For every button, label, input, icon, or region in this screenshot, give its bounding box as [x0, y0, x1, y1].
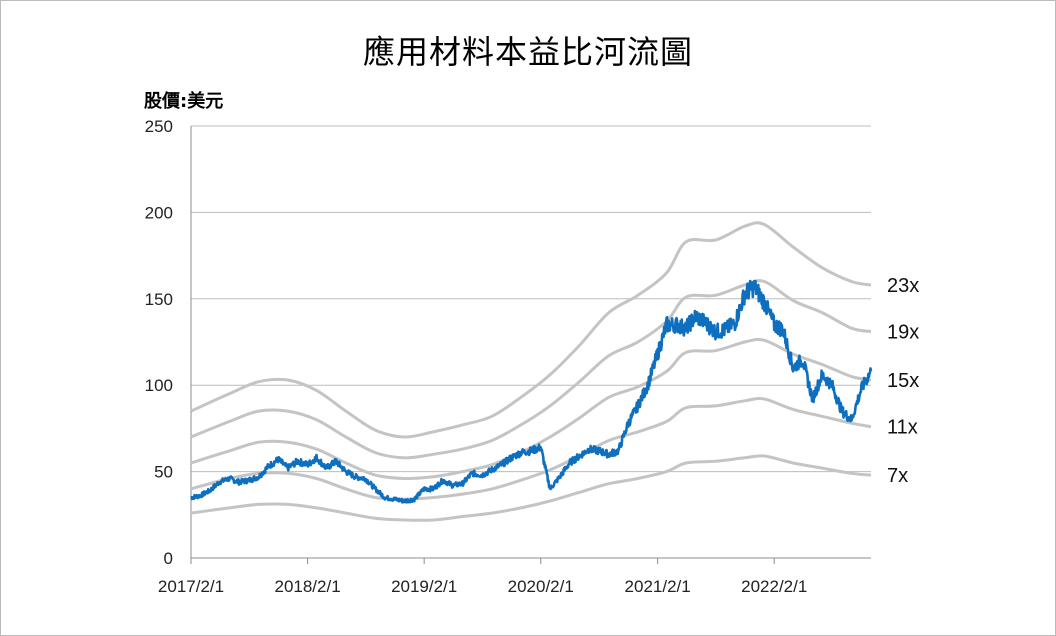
pe-band-label: 23x — [887, 275, 919, 297]
pe-band-label: 15x — [887, 370, 919, 392]
x-tick-label: 2020/2/1 — [508, 577, 574, 596]
y-axis-unit-label: 股價:美元 — [144, 91, 224, 112]
pe-band-line — [190, 279, 872, 460]
price-line — [190, 279, 873, 504]
pe-band-line — [190, 454, 872, 522]
pe-band-label: 19x — [887, 322, 919, 344]
y-tick-label: 150 — [145, 290, 173, 309]
x-tick-label: 2022/2/1 — [741, 577, 807, 596]
x-tick-label: 2018/2/1 — [274, 577, 340, 596]
chart-title: 應用材料本益比河流圖 — [362, 33, 693, 71]
x-tick-label: 2019/2/1 — [391, 577, 457, 596]
y-tick-label: 0 — [164, 549, 173, 568]
x-tick-label: 2021/2/1 — [625, 577, 691, 596]
y-tick-label: 200 — [145, 203, 173, 222]
y-tick-label: 100 — [145, 376, 173, 395]
pe-band-line — [190, 337, 872, 481]
pe-band-label: 7x — [887, 465, 908, 487]
pe-band-line — [190, 221, 872, 439]
pe-band-line — [190, 397, 872, 501]
y-tick-label: 250 — [145, 117, 173, 136]
y-tick-label: 50 — [154, 463, 173, 482]
x-tick-label: 2017/2/1 — [158, 577, 224, 596]
pe-band-label: 11x — [887, 417, 918, 439]
